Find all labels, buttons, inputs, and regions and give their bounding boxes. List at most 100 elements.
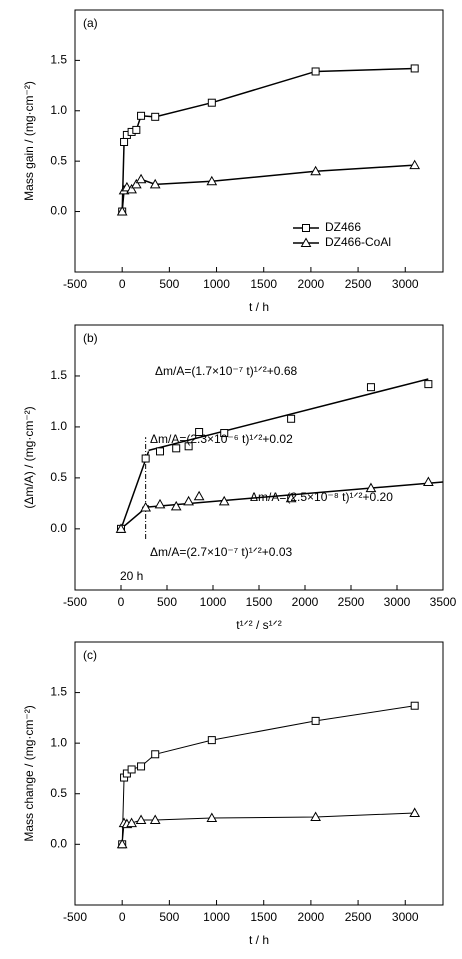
x-tick-label: 0 bbox=[119, 910, 126, 924]
triangle-marker bbox=[365, 482, 377, 493]
square-marker bbox=[366, 383, 375, 392]
square-marker bbox=[151, 112, 160, 121]
triangle-marker bbox=[115, 523, 127, 533]
legend-marker bbox=[302, 224, 310, 232]
series-line bbox=[121, 67, 415, 212]
square-marker bbox=[132, 125, 141, 134]
triangle-marker bbox=[116, 838, 128, 849]
square-marker bbox=[141, 454, 150, 463]
square-marker bbox=[137, 111, 146, 120]
triangle-marker bbox=[126, 817, 137, 828]
triangle-marker bbox=[423, 476, 434, 486]
x-tick-label: 1000 bbox=[203, 277, 230, 291]
annotation: Δm/A=(2.3×10⁻⁶ t)¹ᐟ²+0.02 bbox=[150, 432, 293, 446]
square-marker bbox=[172, 444, 181, 453]
x-tick-label: -500 bbox=[63, 277, 87, 291]
y-axis-label: Mass gain / (mg·cm⁻²) bbox=[22, 81, 36, 201]
series-line bbox=[121, 705, 415, 845]
triangle-marker bbox=[140, 501, 152, 512]
x-tick-label: 2000 bbox=[298, 910, 325, 924]
x-tick-label: 3000 bbox=[392, 910, 419, 924]
y-tick-label: 1.0 bbox=[50, 735, 67, 749]
fit-line bbox=[148, 378, 429, 452]
triangle-marker bbox=[135, 173, 147, 184]
square-marker bbox=[137, 762, 146, 771]
triangle-marker bbox=[206, 175, 218, 186]
x-tick-label: 2000 bbox=[298, 277, 325, 291]
y-tick-label: 0.5 bbox=[50, 153, 67, 167]
series-line bbox=[121, 812, 415, 845]
x-tick-label: 2500 bbox=[338, 595, 365, 609]
square-marker bbox=[195, 428, 204, 437]
square-marker bbox=[184, 442, 193, 451]
triangle-marker bbox=[126, 183, 137, 194]
x-tick-label: 500 bbox=[159, 277, 179, 291]
triangle-marker bbox=[206, 812, 218, 823]
square-marker bbox=[207, 98, 216, 107]
x-tick-label: 500 bbox=[159, 910, 179, 924]
x-tick-label: 1000 bbox=[203, 910, 230, 924]
x-tick-label: -500 bbox=[63, 595, 87, 609]
triangle-marker bbox=[310, 165, 321, 176]
legend-label: DZ466-CoAl bbox=[325, 235, 391, 249]
triangle-marker bbox=[310, 811, 321, 821]
square-marker bbox=[127, 765, 136, 774]
y-tick-label: 0.0 bbox=[50, 836, 67, 850]
triangle-marker bbox=[170, 500, 182, 511]
y-tick-label: 1.5 bbox=[50, 53, 67, 67]
x-axis-label: t / h bbox=[249, 933, 269, 947]
y-tick-label: 1.0 bbox=[50, 103, 67, 117]
x-axis-label: t¹ᐟ² / s¹ᐟ² bbox=[236, 618, 281, 632]
y-tick-label: 0.0 bbox=[50, 204, 67, 218]
y-tick-label: 1.5 bbox=[50, 368, 67, 382]
square-marker bbox=[311, 716, 320, 725]
x-tick-label: 1000 bbox=[200, 595, 227, 609]
x-tick-label: 1500 bbox=[250, 910, 277, 924]
annotation: 20 h bbox=[120, 569, 143, 583]
x-tick-label: 2500 bbox=[345, 910, 372, 924]
x-tick-label: 1500 bbox=[250, 277, 277, 291]
triangle-marker bbox=[149, 178, 161, 189]
x-tick-label: 2000 bbox=[292, 595, 319, 609]
square-marker bbox=[156, 447, 165, 456]
y-axis-label: Mass change / (mg·cm⁻²) bbox=[22, 705, 36, 841]
panel-label: (b) bbox=[83, 331, 98, 345]
y-tick-label: 0.5 bbox=[50, 786, 67, 800]
y-axis-label: (Δm/A) / (mg·cm⁻²) bbox=[22, 406, 36, 508]
triangle-marker bbox=[409, 807, 421, 817]
legend-marker bbox=[300, 237, 312, 247]
square-marker bbox=[410, 701, 419, 710]
square-marker bbox=[207, 736, 216, 745]
triangle-marker bbox=[154, 498, 166, 509]
square-marker bbox=[151, 750, 160, 759]
x-tick-label: -500 bbox=[63, 910, 87, 924]
square-marker bbox=[424, 380, 433, 389]
square-marker bbox=[311, 67, 320, 76]
x-tick-label: 1500 bbox=[246, 595, 273, 609]
square-marker bbox=[120, 138, 129, 147]
triangle-marker bbox=[135, 814, 147, 825]
square-marker bbox=[122, 769, 131, 778]
triangle-marker bbox=[409, 159, 421, 170]
triangle-marker bbox=[116, 206, 128, 216]
triangle-marker bbox=[149, 814, 161, 825]
triangle-marker bbox=[183, 495, 194, 506]
triangle-marker bbox=[285, 492, 297, 503]
annotation: Δm/A=(1.7×10⁻⁷ t)¹ᐟ²+0.68 bbox=[155, 364, 297, 378]
triangle-marker bbox=[218, 495, 230, 506]
square-marker bbox=[410, 64, 419, 73]
y-tick-label: 1.5 bbox=[50, 685, 67, 699]
y-tick-label: 0.5 bbox=[50, 470, 67, 484]
annotation: Δm/A=(2.5×10⁻⁸ t)¹ᐟ²+0.20 bbox=[250, 490, 393, 504]
x-tick-label: 0 bbox=[118, 595, 125, 609]
x-tick-label: 0 bbox=[119, 277, 126, 291]
panel-label: (a) bbox=[83, 16, 98, 30]
triangle-marker bbox=[130, 178, 142, 189]
y-tick-label: 0.0 bbox=[50, 521, 67, 535]
x-tick-label: 3500 bbox=[430, 595, 457, 609]
series-line bbox=[121, 164, 415, 212]
plot-frame bbox=[74, 9, 444, 273]
y-tick-label: 1.0 bbox=[50, 419, 67, 433]
plot-frame bbox=[74, 641, 444, 906]
